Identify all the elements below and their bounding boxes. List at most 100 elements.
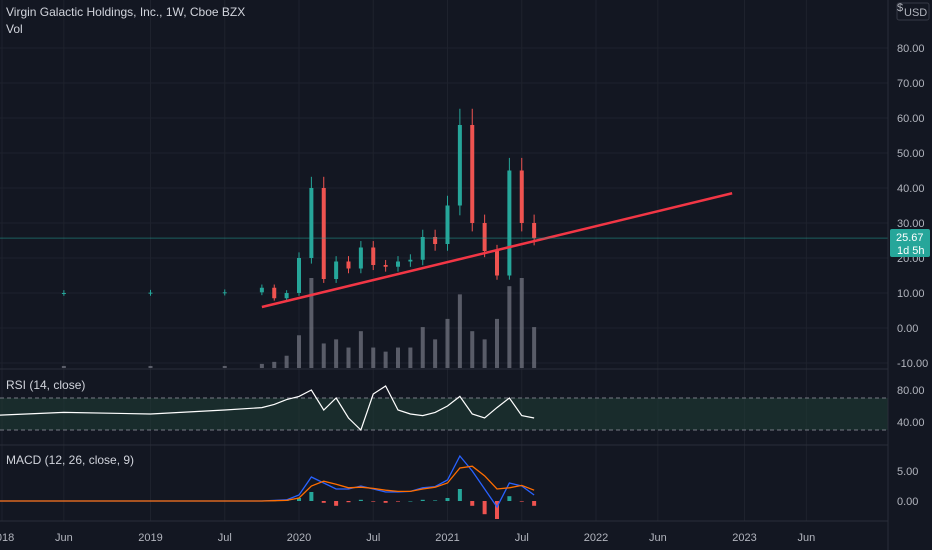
macd-hist-bar [383,501,388,503]
macd-histogram [61,489,537,519]
macd-tick-label: 0.00 [897,496,918,508]
macd-hist-bar [346,501,351,503]
rsi-tick-label: 80.00 [897,385,925,397]
candle-body [371,247,376,265]
candle-body [457,125,462,206]
time-tick-label: 2018 [0,532,14,544]
rsi-tick-label: 40.00 [897,417,925,429]
price-badge-countdown: 1d 5h [897,245,925,257]
volume-bar [284,355,289,368]
candle-body [334,261,339,279]
candle-body [259,287,264,293]
macd-hist-bar [532,501,537,506]
candle-body [519,170,524,223]
macd-hist-bar [519,501,524,502]
macd-hist-bar [371,501,376,502]
macd-label: MACD (12, 26, close, 9) [6,453,134,467]
trendline[interactable] [261,192,733,309]
volume-bar [507,286,512,368]
currency-label: USD [904,7,927,19]
macd-hist-bar [334,501,339,506]
candle-body [507,170,512,276]
grid-lines [0,0,888,521]
volume-bar [532,327,537,368]
macd-hist-bar [507,496,512,501]
macd-hist-bar [297,498,301,501]
volume-bar [358,331,363,368]
macd-tick-label: 5.00 [897,466,918,478]
volume-bar [272,361,277,368]
macd-hist-bar [495,501,499,519]
macd-hist-bar [321,501,326,503]
time-tick-label: Jul [515,532,529,544]
time-tick-label: 2021 [435,532,459,544]
volume-bar [457,294,462,368]
macd-hist-bar [309,492,314,501]
macd-hist-bar [408,501,413,502]
volume-bar [371,347,376,368]
volume-bar [222,365,227,368]
volume-bar [309,278,314,368]
candle-body [383,265,388,267]
time-tick-label: Jul [218,532,232,544]
rsi-line [0,385,535,432]
macd-hist-bar [433,500,438,501]
candle-body [284,293,289,299]
macd-hist-bar [482,501,487,515]
time-axis[interactable]: 2018 Jun 2019 Jul 2020 Jul 2021 Jul 2022 Jun 2023 J… [0,532,815,544]
candle-body [420,237,425,260]
price-axis[interactable]: 80.0070.0060.0050.0040.0030.0020.0010.00… [897,43,928,508]
candle-body [222,292,227,294]
volume-bar [334,339,339,368]
volume-bar [297,335,301,368]
price-tick-label: 40.00 [897,183,925,195]
volume-label: Vol [6,22,23,36]
rsi-label: RSI (14, close) [6,378,85,392]
price-tick-label: -10.00 [897,358,928,370]
signal-line [0,465,535,502]
volume-bar [346,347,351,368]
time-tick-label: Jul [366,532,380,544]
price-badge [890,229,930,257]
volume-bar [321,343,326,368]
candle-body [445,205,450,244]
volume-bar [519,278,524,368]
candle-body [396,261,400,267]
volume-bar [408,347,413,368]
volume-bar [470,331,475,368]
price-tick-label: 50.00 [897,148,925,160]
volume-bar [482,339,487,368]
macd-hist-bar [396,501,400,502]
time-tick-label: 2020 [287,532,311,544]
candlestick-series [61,108,537,301]
price-tick-label: 30.00 [897,218,925,230]
macd-hist-bar [420,499,425,501]
volume-bar [433,339,438,368]
candle-body [532,223,537,239]
candle-body [433,237,438,244]
candle-body [309,188,314,258]
candle-body [346,261,351,269]
price-tick-label: 0.00 [897,323,918,335]
candle-body [272,287,277,299]
candle-body [408,259,413,262]
volume-bar [420,327,425,368]
price-tick-label: 80.00 [897,43,925,55]
candle-body [358,247,363,269]
chart-title: Virgin Galactic Holdings, Inc., 1W, Cboe… [6,5,245,19]
volume-bars [61,278,537,368]
volume-bar [148,365,153,368]
candle-body [495,251,499,276]
candle-body [321,188,326,279]
candle-body [148,292,153,294]
price-tick-label: 10.00 [897,288,925,300]
time-tick-label: Jun [798,532,816,544]
currency-button[interactable] [896,2,930,21]
currency-mark: $ [897,2,903,14]
volume-bar [383,351,388,368]
candle-body [470,125,475,223]
volume-bar [61,365,66,368]
time-tick-label: 2023 [732,532,756,544]
time-tick-label: 2019 [138,532,162,544]
